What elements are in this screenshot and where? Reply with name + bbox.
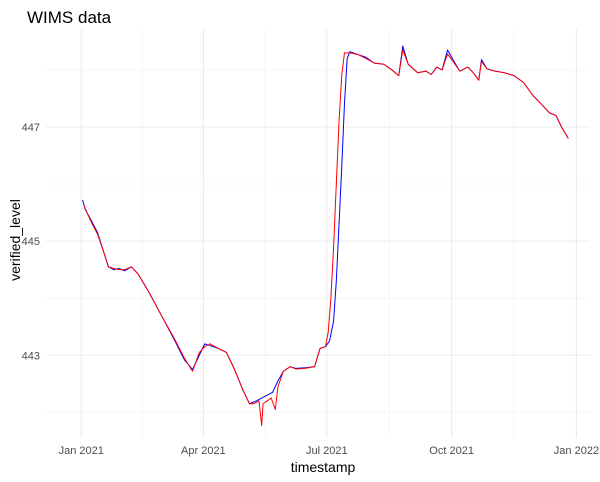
x-tick-label: Apr 2021 (181, 445, 226, 457)
chart-title: WIMS data (27, 8, 112, 27)
y-axis-tick-labels: 443 445 447 (22, 122, 40, 362)
y-axis-title: verified_level (7, 199, 23, 281)
x-tick-label: Jan 2022 (554, 445, 599, 457)
x-tick-label: Jul 2021 (306, 445, 348, 457)
x-axis-title: timestamp (291, 459, 356, 475)
series-line-1 (83, 49, 569, 426)
y-tick-label: 445 (22, 236, 40, 248)
x-tick-label: Jan 2021 (59, 445, 104, 457)
minor-gridlines (46, 30, 590, 438)
y-tick-label: 447 (22, 122, 40, 134)
major-gridlines (46, 30, 590, 438)
y-tick-label: 443 (22, 350, 40, 362)
x-tick-label: Oct 2021 (429, 445, 474, 457)
series-layer (82, 45, 569, 426)
x-axis-tick-labels: Jan 2021 Apr 2021 Jul 2021 Oct 2021 Jan 2022 (59, 445, 599, 457)
